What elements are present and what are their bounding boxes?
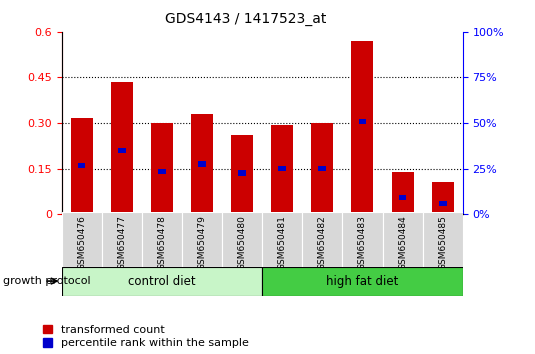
Bar xyxy=(439,201,447,206)
Bar xyxy=(238,170,246,176)
Text: GSM650484: GSM650484 xyxy=(398,215,407,270)
Bar xyxy=(71,119,93,214)
Text: GSM650479: GSM650479 xyxy=(197,215,207,270)
Legend: transformed count, percentile rank within the sample: transformed count, percentile rank withi… xyxy=(43,325,249,348)
Bar xyxy=(302,212,342,267)
Bar xyxy=(198,161,206,167)
Text: GSM650482: GSM650482 xyxy=(318,215,327,270)
Bar xyxy=(158,169,166,175)
Text: GSM650480: GSM650480 xyxy=(238,215,247,270)
Bar xyxy=(111,82,133,214)
Bar xyxy=(271,125,293,214)
Bar xyxy=(231,135,253,214)
Bar xyxy=(78,163,86,168)
Bar xyxy=(222,212,262,267)
Bar xyxy=(342,212,383,267)
Text: GSM650481: GSM650481 xyxy=(278,215,287,270)
Text: GDS4143 / 1417523_at: GDS4143 / 1417523_at xyxy=(165,12,327,27)
Text: high fat diet: high fat diet xyxy=(326,275,399,287)
Bar xyxy=(278,166,286,171)
Bar xyxy=(151,123,173,214)
Bar xyxy=(102,212,142,267)
Bar xyxy=(142,212,182,267)
Bar xyxy=(182,212,222,267)
Bar xyxy=(62,267,262,296)
Text: control diet: control diet xyxy=(128,275,196,287)
Text: GSM650485: GSM650485 xyxy=(438,215,447,270)
Bar xyxy=(358,119,366,124)
Bar xyxy=(383,212,423,267)
Bar xyxy=(118,148,126,153)
Text: GSM650476: GSM650476 xyxy=(77,215,86,270)
Bar xyxy=(262,212,302,267)
Bar xyxy=(351,41,373,214)
Bar xyxy=(399,195,407,200)
Bar xyxy=(392,172,414,214)
Text: GSM650477: GSM650477 xyxy=(117,215,126,270)
Bar xyxy=(311,123,333,214)
Bar xyxy=(191,114,213,214)
Bar xyxy=(423,212,463,267)
Text: GSM650478: GSM650478 xyxy=(157,215,166,270)
Bar xyxy=(432,182,454,214)
Bar xyxy=(262,267,463,296)
Bar xyxy=(318,166,326,171)
Text: GSM650483: GSM650483 xyxy=(358,215,367,270)
Text: growth protocol: growth protocol xyxy=(3,276,90,286)
Bar xyxy=(62,212,102,267)
